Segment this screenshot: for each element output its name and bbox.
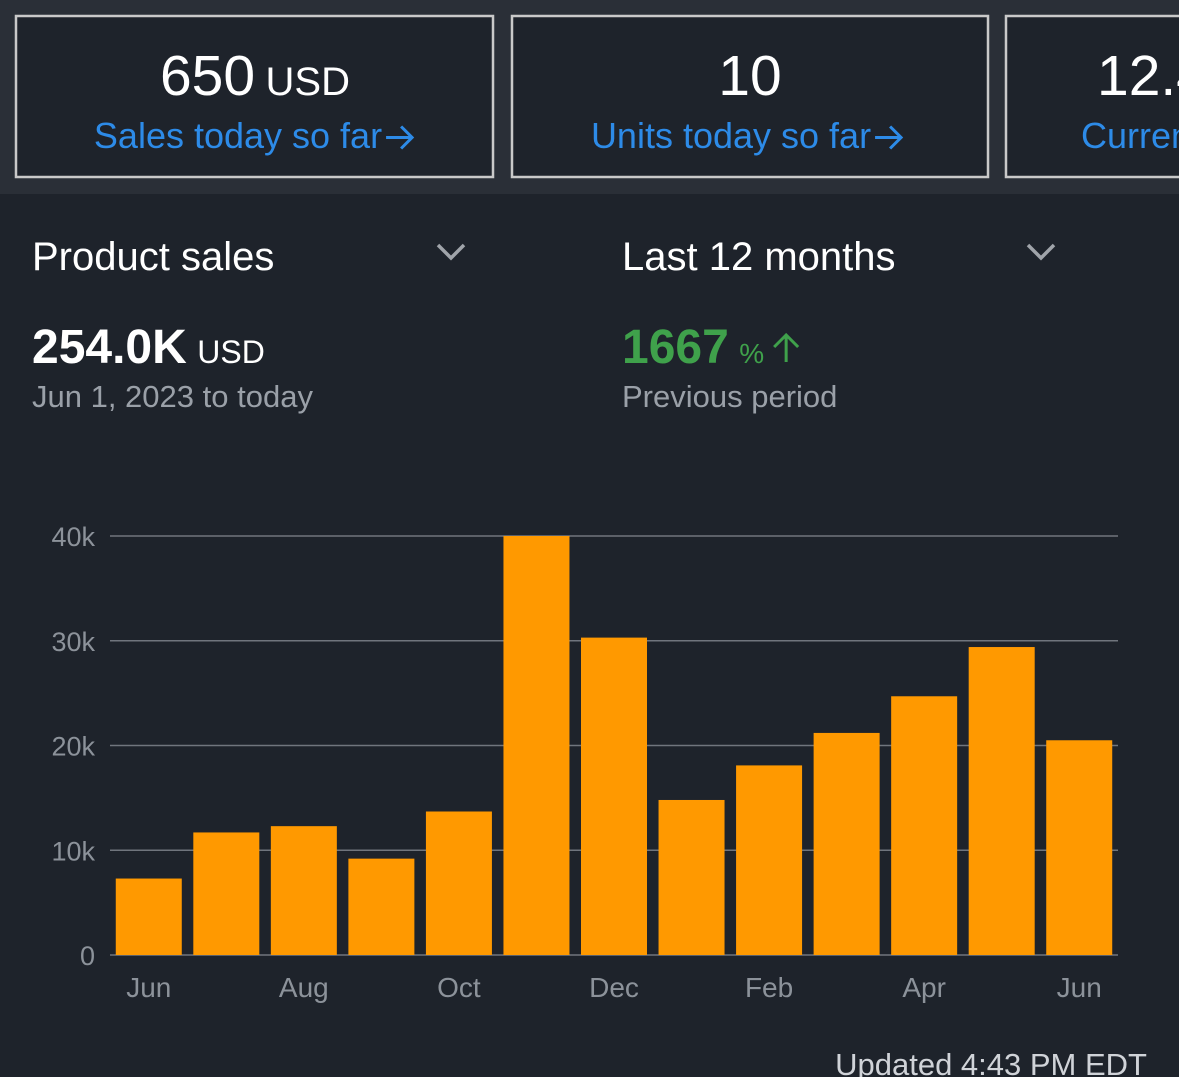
- x-tick-label: Jun: [126, 972, 171, 1003]
- x-tick-label: Apr: [902, 972, 946, 1003]
- summary-change: 1667 %: [622, 321, 764, 374]
- x-tick-label: Dec: [589, 972, 639, 1003]
- card[interactable]: [1004, 14, 1179, 179]
- card-value: 650 USD: [160, 44, 350, 108]
- chevron-icon[interactable]: [1026, 243, 1056, 261]
- bar: [658, 799, 725, 955]
- x-tick-label: Feb: [745, 972, 793, 1003]
- y-tick-label: 20k: [51, 732, 95, 762]
- y-tick-label: 0: [80, 941, 95, 971]
- bar: [968, 647, 1035, 955]
- total-number: 254.0K: [32, 321, 187, 374]
- card-label[interactable]: Current: [1081, 115, 1179, 156]
- bar: [503, 536, 570, 955]
- y-tick-label: 30k: [51, 627, 95, 657]
- y-tick-label: 10k: [51, 836, 95, 866]
- arrow-icon: [386, 125, 415, 150]
- bar: [115, 878, 182, 955]
- period-selector[interactable]: Last 12 months: [622, 235, 896, 279]
- card-number: 10: [718, 44, 781, 108]
- metric-selector[interactable]: Product sales: [32, 235, 274, 279]
- card-label[interactable]: Units today so far: [591, 115, 871, 156]
- card[interactable]: [14, 14, 495, 179]
- summary-range: Jun 1, 2023 to today: [32, 379, 313, 414]
- bar: [891, 696, 958, 955]
- change-unit: %: [739, 338, 764, 369]
- card-number: 650: [160, 44, 255, 108]
- bar: [1046, 740, 1113, 955]
- card-number: 12.4: [1097, 44, 1179, 108]
- arrow-icon: [875, 125, 904, 150]
- bar: [348, 858, 415, 955]
- bar: [193, 832, 260, 955]
- footer-updated: Updated 4:43 PM EDT: [835, 1047, 1147, 1077]
- card-label[interactable]: Sales today so far: [94, 115, 382, 156]
- bar: [736, 765, 803, 955]
- x-tick-label: Oct: [437, 972, 481, 1003]
- card[interactable]: [510, 14, 990, 179]
- bar: [813, 732, 880, 955]
- bar: [270, 826, 337, 955]
- bar-chart: 0 10k 20k 30k 40k Jun Aug Oct Dec Feb Apr Jun: [51, 522, 1118, 1003]
- x-tick-label: Aug: [279, 972, 329, 1003]
- x-tick-label: Jun: [1057, 972, 1102, 1003]
- change-number: 1667: [622, 321, 729, 374]
- summary-comparison: Previous period: [622, 379, 837, 414]
- bar: [425, 811, 492, 955]
- total-unit: USD: [197, 334, 265, 370]
- bar: [581, 637, 647, 955]
- y-tick-label: 40k: [51, 522, 95, 552]
- card-unit: USD: [266, 60, 350, 104]
- up-arrow-icon: [773, 332, 800, 362]
- chevron-icon[interactable]: [436, 243, 466, 261]
- summary-total: 254.0K USD: [32, 321, 265, 374]
